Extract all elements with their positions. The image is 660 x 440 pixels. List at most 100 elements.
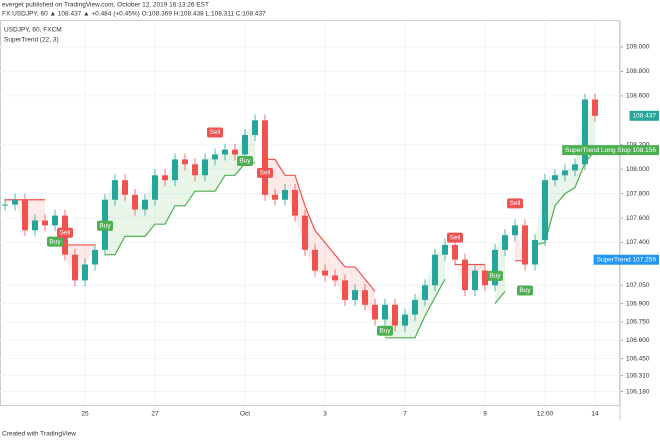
trend-fill: [215, 149, 225, 192]
candle: [222, 149, 228, 155]
candle: [512, 225, 518, 236]
price-tag-text: SuperTrend 107.259: [597, 256, 657, 263]
candle: [422, 285, 428, 300]
candle: [562, 170, 568, 176]
signal-badge: [487, 270, 503, 281]
price-tag: [593, 254, 659, 265]
candle: [402, 314, 408, 326]
candle: [142, 199, 148, 210]
signal-text: Buy: [519, 287, 531, 294]
signal-badge: [257, 167, 273, 178]
candle: [92, 249, 98, 265]
candle: [582, 99, 588, 165]
supertrend-line: [105, 149, 596, 339]
legend-indicator: SuperTrend (22, 3): [4, 37, 59, 44]
y-tick-label: 108.800: [626, 68, 650, 75]
footer: Created with TradingView: [2, 431, 76, 438]
price-tag-text: 108.437: [633, 113, 657, 120]
x-tick-label: 7: [403, 411, 407, 418]
signal-badge: [237, 155, 253, 166]
candle: [242, 134, 248, 155]
plot-frame: [0, 20, 620, 406]
candle: [32, 220, 38, 231]
signal-text: Buy: [239, 158, 251, 165]
signal-badge: [47, 236, 63, 247]
candle: [262, 120, 268, 195]
y-tick-label: 108.600: [626, 93, 650, 100]
candle: [482, 270, 488, 286]
signal-text: Sell: [60, 229, 71, 236]
candle: [212, 154, 218, 160]
candle: [2, 204, 8, 206]
candle: [412, 299, 418, 315]
signal-text: Buy: [49, 238, 61, 245]
publisher: everget published on TradingView.com, Oc…: [2, 2, 209, 9]
signal-text: Buy: [489, 273, 501, 280]
candle: [202, 159, 208, 176]
candle: [542, 180, 548, 241]
y-tick-label: 106.750: [626, 319, 650, 326]
candle: [492, 249, 498, 286]
y-tick-label: 106.180: [626, 388, 650, 395]
y-tick-label: 106.450: [626, 355, 650, 362]
price-tag: [562, 145, 659, 156]
candle: [162, 175, 168, 181]
candle: [232, 149, 238, 155]
legend-symbol: USDJPY, 60, FXCM: [4, 27, 62, 34]
signal-text: Sell: [510, 200, 521, 207]
x-tick-label: 14: [591, 411, 599, 418]
y-tick-label: 108.200: [626, 141, 650, 148]
price-tag-text: SuperTrend Long Stop 108.156: [565, 147, 656, 154]
candle: [472, 270, 478, 291]
candle: [82, 264, 88, 281]
signal-badge: [57, 227, 73, 238]
candle: [182, 159, 188, 165]
price-tag: [629, 110, 659, 121]
signal-text: Buy: [99, 222, 111, 229]
trend-fill: [275, 159, 285, 200]
candle: [522, 225, 528, 265]
candle: [192, 164, 198, 176]
candle: [502, 235, 508, 250]
signal-badge: [207, 127, 223, 138]
y-tick-label: 107.400: [626, 239, 650, 246]
x-tick-label: 27: [151, 411, 159, 418]
candle: [12, 199, 18, 205]
candle: [552, 175, 558, 181]
candle: [302, 215, 308, 250]
signal-badge: [97, 220, 113, 231]
signal-badge: [447, 232, 463, 243]
signal-text: Sell: [450, 234, 461, 241]
candle: [592, 99, 598, 116]
signal-badge: [377, 325, 393, 336]
candle: [22, 199, 28, 231]
candle: [442, 244, 448, 255]
y-tick-label: 106.900: [626, 300, 650, 307]
candle: [312, 249, 318, 271]
signal-badge: [507, 198, 523, 209]
x-tick-label: 3: [323, 411, 327, 418]
y-tick-label: 107.050: [626, 282, 650, 289]
y-tick-label: 109.000: [626, 44, 650, 51]
y-tick-label: 107.800: [626, 190, 650, 197]
x-tick-label: 12:00: [537, 411, 554, 418]
x-tick-label: 9: [483, 411, 487, 418]
y-tick-label: 106.600: [626, 337, 650, 344]
candle: [352, 290, 358, 300]
candle: [462, 259, 468, 291]
candle: [322, 270, 328, 276]
trend-fill: [35, 199, 45, 226]
candle: [112, 180, 118, 200]
candle: [452, 244, 458, 260]
candle: [272, 194, 278, 200]
signal-text: Buy: [379, 328, 391, 335]
candle: [52, 215, 58, 226]
candle: [532, 240, 538, 265]
y-tick-label: 106.310: [626, 372, 650, 379]
candle: [252, 120, 258, 135]
candle: [362, 290, 368, 305]
signal-badge: [517, 285, 533, 296]
quote: FX:USDJPY, 60 ▲ 108.437 ▲ +0.484 (+0.45%…: [2, 11, 266, 18]
